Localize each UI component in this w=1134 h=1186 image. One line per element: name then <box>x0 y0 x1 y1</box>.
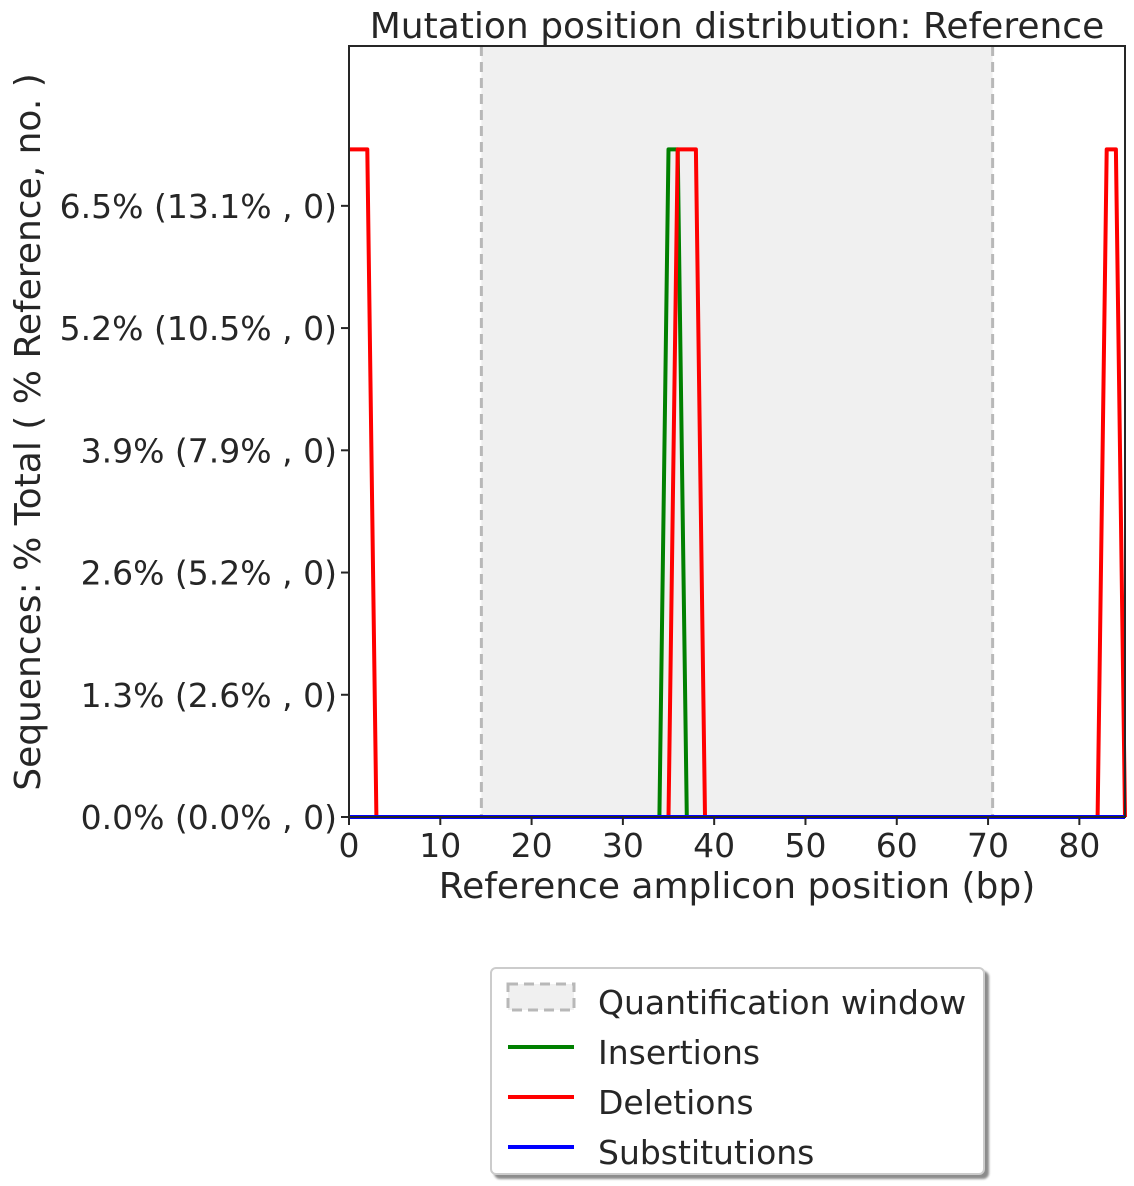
substitutions-swatch <box>508 1145 574 1149</box>
legend-item-substitutions: Substitutions <box>502 1129 972 1172</box>
x-tick-label: 60 <box>876 826 918 865</box>
x-tick-label: 0 <box>339 826 360 865</box>
x-axis-label: Reference amplicon position (bp) <box>439 866 1036 907</box>
legend-label: Quantification window <box>598 983 967 1022</box>
y-tick-label: 6.5% (13.1% , 0) <box>60 187 337 226</box>
x-tick-label: 50 <box>784 826 826 865</box>
y-tick-label: 2.6% (5.2% , 0) <box>81 554 337 593</box>
quantification-window-swatch <box>506 982 576 1012</box>
y-tick-label: 5.2% (10.5% , 0) <box>60 309 337 348</box>
x-tick-label: 10 <box>419 826 461 865</box>
legend-item-quantification-window: Quantification window <box>502 979 972 1022</box>
deletions-swatch <box>508 1095 574 1099</box>
legend-label: Insertions <box>598 1033 761 1072</box>
x-axis: 0 10 20 30 40 50 60 70 80 <box>339 817 1100 865</box>
chart-title: Mutation position distribution: Referenc… <box>370 6 1105 47</box>
x-tick-label: 80 <box>1058 826 1100 865</box>
x-tick-label: 20 <box>511 826 553 865</box>
legend: Quantification window Insertions Deletio… <box>490 967 985 1175</box>
legend-label: Deletions <box>598 1083 754 1122</box>
y-tick-label: 1.3% (2.6% , 0) <box>81 676 337 715</box>
y-axis: 0.0% (0.0% , 0) 1.3% (2.6% , 0) 2.6% (5.2%… <box>60 187 349 837</box>
plot-frame <box>348 45 1126 818</box>
chart: Mutation position distribution: Referenc… <box>8 6 1127 907</box>
y-axis-label: Sequences: % Total ( % Reference, no. ) <box>8 73 49 791</box>
insertions-swatch <box>508 1045 574 1049</box>
x-tick-label: 40 <box>693 826 735 865</box>
legend-item-insertions: Insertions <box>502 1029 972 1072</box>
quantification-window-shade <box>481 46 993 817</box>
x-tick-label: 70 <box>967 826 1009 865</box>
legend-label: Substitutions <box>598 1133 815 1172</box>
x-tick-label: 30 <box>602 826 644 865</box>
legend-item-deletions: Deletions <box>502 1079 972 1122</box>
y-tick-label: 3.9% (7.9% , 0) <box>81 431 337 470</box>
plot-area <box>348 45 1127 819</box>
series-line-deletions <box>349 147 1127 819</box>
y-tick-label: 0.0% (0.0% , 0) <box>81 798 337 837</box>
